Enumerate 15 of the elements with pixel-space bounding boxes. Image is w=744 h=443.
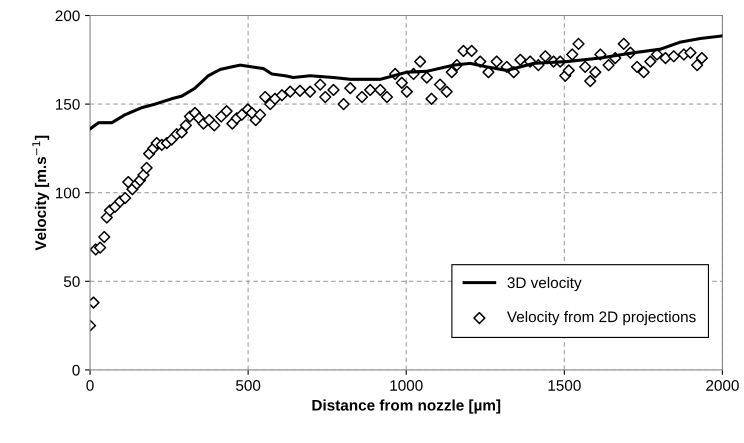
x-axis-title: Distance from nozzle [µm] [312,399,500,414]
y-tick-label: 100 [56,188,80,198]
legend-label: 3D velocity [507,276,582,292]
x-tick-label: 500 [236,380,260,391]
x-tick-label: 0 [86,380,94,391]
y-tick-label: 50 [64,276,80,287]
line-series [90,34,722,130]
x-tick-label: 1500 [548,380,581,391]
y-tick-label: 0 [72,364,80,376]
y-tick-label: 200 [56,10,80,22]
y-tick-label: 150 [56,98,80,110]
x-tick-label: 2000 [706,380,739,391]
legend-label: Velocity from 2D projections [506,310,696,326]
x-tick-label: 1000 [390,380,423,391]
y-axis-title: Velocity [m.s$^{−1}$] [32,136,50,251]
